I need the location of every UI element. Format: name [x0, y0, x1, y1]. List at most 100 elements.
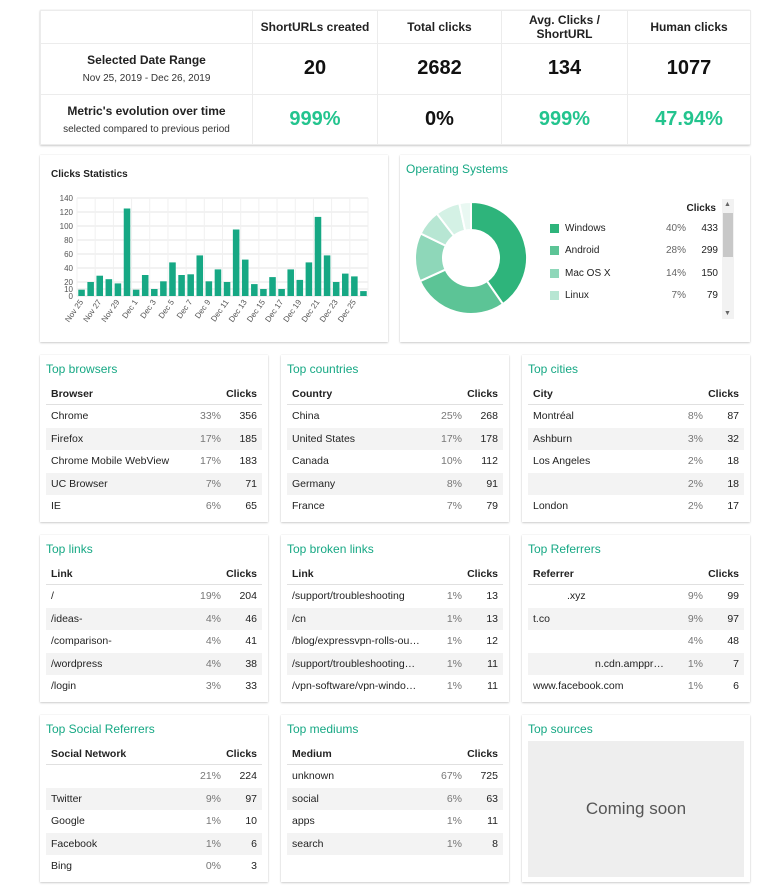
column-header-referrer[interactable]: Referrer [533, 568, 574, 580]
table-row: Chrome 33% 356 [46, 405, 262, 428]
row-name[interactable]: /comparison- [51, 635, 112, 648]
table-row: Firefox 17% 185 [46, 427, 262, 450]
os-legend-item[interactable]: Windows 40% 433 [550, 217, 718, 240]
bar [132, 289, 140, 296]
row-name[interactable]: / [51, 590, 54, 603]
evolution-avg-clicks: 999% [501, 93, 628, 145]
operating-systems-panel: Operating Systems Clicks Windows 40% 433… [400, 155, 750, 342]
row-clicks: 12 [486, 635, 498, 648]
table-row: /support/troubleshooting… 1% 11 [287, 652, 503, 675]
column-header-clicks[interactable]: Clicks [226, 568, 257, 580]
row-clicks: 13 [486, 612, 498, 625]
bar [114, 283, 122, 296]
row-clicks: 725 [480, 770, 498, 783]
table-row: 21% 224 [46, 765, 262, 788]
row-name[interactable]: .xyz [567, 590, 586, 603]
evolution-subtitle: selected compared to previous period [63, 123, 230, 135]
column-header-city[interactable]: City [533, 388, 553, 400]
table-header-row: City Clicks [528, 384, 744, 405]
row-name: China [292, 410, 320, 423]
os-legend-item[interactable]: Mac OS X 14% 150 [550, 262, 718, 285]
row-pct: 7% [446, 500, 462, 513]
donut-slice [458, 200, 472, 232]
row-pct: 1% [446, 815, 462, 828]
bar [341, 273, 349, 296]
top-sources-panel: Top sources Coming soon [522, 715, 750, 882]
header-shorturls-created: ShortURLs created [252, 10, 378, 44]
top-links-title: Top links [46, 542, 93, 556]
column-header-link[interactable]: Link [51, 568, 73, 580]
scroll-down-icon[interactable]: ▼ [724, 310, 731, 317]
scroll-up-icon[interactable]: ▲ [724, 201, 731, 208]
table-row: search 1% 8 [287, 832, 503, 855]
table-row: France 7% 79 [287, 495, 503, 518]
row-clicks: 8 [492, 837, 498, 850]
column-header-clicks[interactable]: Clicks [226, 748, 257, 760]
os-clicks: 299 [701, 245, 718, 257]
column-header-clicks[interactable]: Clicks [467, 568, 498, 580]
row-clicks: 48 [727, 635, 739, 648]
table-row: t.co 9% 97 [528, 607, 744, 630]
column-header-clicks[interactable]: Clicks [467, 748, 498, 760]
table-row: unknown 67% 725 [287, 765, 503, 788]
y-tick-label: 120 [60, 208, 74, 217]
row-name[interactable]: /login [51, 680, 77, 693]
row-pct: 17% [440, 432, 462, 445]
column-header-browser[interactable]: Browser [51, 388, 94, 400]
evolution-title: Metric's evolution over time [67, 103, 226, 118]
top-referrers-title: Top Referrers [528, 542, 601, 556]
column-header-link[interactable]: Link [292, 568, 314, 580]
table-row: /ideas- 4% 46 [46, 607, 262, 630]
y-tick-label: 80 [64, 236, 73, 245]
evolution-label: Metric's evolution over time selected co… [40, 93, 253, 145]
top-mediums-table: Medium Clicks unknown 67% 725 social 6% 63 ap… [287, 744, 503, 855]
table-row: Bing 0% 3 [46, 855, 262, 878]
row-name[interactable]: /support/troubleshooting… [292, 657, 416, 670]
row-name: France [292, 500, 325, 513]
column-header-clicks[interactable]: Clicks [708, 388, 739, 400]
row-clicks: 46 [245, 612, 257, 625]
row-name[interactable]: n.cdn.amppr… [595, 657, 664, 670]
column-header-country[interactable]: Country [292, 388, 333, 400]
top-countries-table: Country Clicks China 25% 268 United States 1… [287, 384, 503, 518]
column-header-clicks[interactable]: Clicks [226, 388, 257, 400]
row-pct: 9% [687, 612, 703, 625]
table-row: United States 17% 178 [287, 427, 503, 450]
table-row: Twitter 9% 97 [46, 787, 262, 810]
table-row: /comparison- 4% 41 [46, 630, 262, 653]
table-row: IE 6% 65 [46, 495, 262, 518]
row-pct: 2% [687, 500, 703, 513]
os-legend-item[interactable]: Linux 7% 79 [550, 285, 718, 308]
value-shorturls-created: 20 [252, 43, 378, 95]
table-row: /support/troubleshooting 1% 13 [287, 585, 503, 608]
bar [351, 276, 358, 296]
bar [332, 282, 340, 296]
row-name: Chrome Mobile WebView [51, 455, 170, 468]
os-legend-scrollbar[interactable]: ▲ ▼ [722, 199, 734, 319]
bar [223, 282, 231, 296]
row-name[interactable]: www.facebook.com [533, 680, 624, 693]
row-name[interactable]: t.co [533, 612, 550, 625]
column-header-social-network[interactable]: Social Network [51, 748, 127, 760]
row-clicks: 3 [251, 860, 257, 873]
value-human-clicks: 1077 [627, 43, 751, 95]
row-name[interactable]: /blog/expressvpn-rolls-ou… [292, 635, 420, 648]
top-links-panel: Top links Link Clicks / 19% 204 /ideas- 4% 46… [40, 535, 268, 702]
header-total-clicks: Total clicks [377, 10, 502, 44]
row-name[interactable]: /cn [292, 612, 307, 625]
bar [205, 281, 213, 296]
row-name[interactable]: /support/troubleshooting [292, 590, 405, 603]
column-header-medium[interactable]: Medium [292, 748, 332, 760]
row-pct: 2% [687, 455, 703, 468]
scrollbar-thumb[interactable] [723, 213, 733, 257]
column-header-clicks[interactable]: Clicks [708, 568, 739, 580]
top-mediums-panel: Top mediums Medium Clicks unknown 67% 725 s… [281, 715, 509, 882]
bar [323, 255, 331, 296]
row-name[interactable]: /ideas- [51, 612, 83, 625]
row-name[interactable]: /wordpress [51, 657, 103, 670]
os-legend-item[interactable]: Android 28% 299 [550, 240, 718, 263]
row-clicks: 6 [251, 837, 257, 850]
column-header-clicks[interactable]: Clicks [467, 388, 498, 400]
row-name[interactable]: /vpn-software/vpn-windo… [292, 680, 417, 693]
y-tick-label: 20 [64, 278, 73, 287]
